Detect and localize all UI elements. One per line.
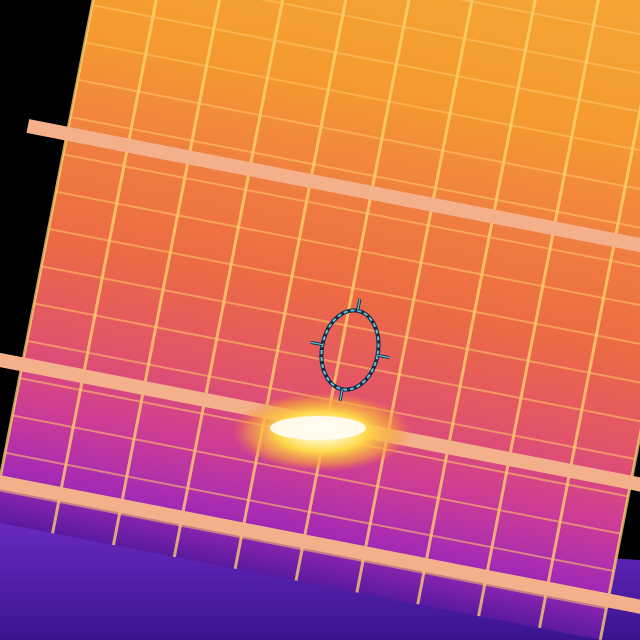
cell-divider-vertical (0, 0, 116, 522)
measurement-reticle (310, 298, 390, 402)
cell-divider-horizontal (4, 451, 614, 572)
cell-divider-vertical (51, 0, 177, 534)
mounting-rail (26, 119, 640, 267)
cell-divider-horizontal (70, 116, 640, 237)
cell-divider-vertical (537, 0, 640, 629)
mounting-rail (0, 467, 640, 615)
cell-divider-vertical (416, 0, 542, 605)
cell-divider-vertical (172, 0, 298, 558)
cell-divider-horizontal (91, 4, 640, 125)
cell-divider-horizontal (12, 414, 622, 535)
cell-divider-vertical (294, 0, 420, 581)
cell-divider-horizontal (0, 489, 607, 610)
cell-divider-vertical (355, 0, 481, 593)
cell-divider-horizontal (99, 0, 640, 88)
cell-divider-vertical (598, 11, 640, 640)
cell-divider-horizontal (62, 153, 640, 274)
cell-divider-horizontal (33, 302, 640, 423)
cell-divider-horizontal (77, 78, 640, 199)
cell-divider-vertical (233, 0, 359, 570)
cell-divider-vertical (111, 0, 238, 546)
cell-divider-horizontal (48, 227, 640, 349)
cell-divider-vertical (477, 0, 603, 617)
cell-divider-horizontal (106, 0, 640, 50)
cell-divider-horizontal (55, 190, 640, 311)
cell-divider-horizontal (41, 265, 640, 386)
cell-divider-horizontal (84, 41, 640, 162)
hotspot-core (270, 416, 366, 440)
